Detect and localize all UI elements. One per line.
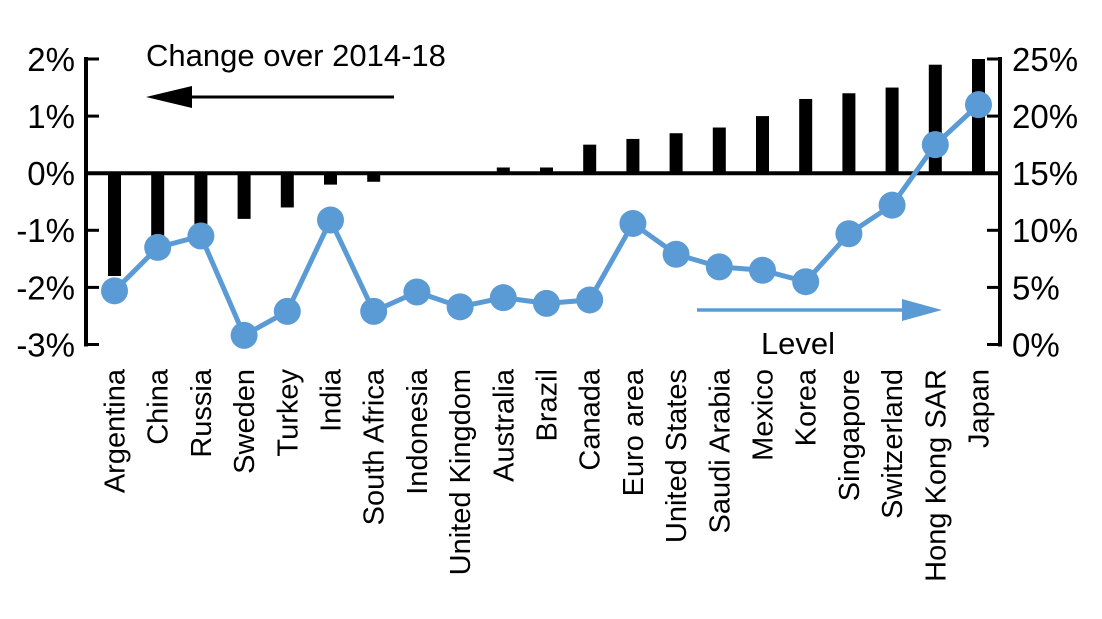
right-axis-tick-label: 10% xyxy=(1012,212,1078,249)
x-label-australia: Australia xyxy=(488,368,520,482)
x-label-united-kingdom: United Kingdom xyxy=(445,369,477,575)
point-united-kingdom xyxy=(446,293,474,321)
point-china xyxy=(144,233,172,261)
point-turkey xyxy=(273,297,301,325)
x-label-russia: Russia xyxy=(186,368,218,458)
x-label-japan: Japan xyxy=(964,369,996,448)
bar-singapore xyxy=(842,93,856,174)
x-label-mexico: Mexico xyxy=(748,369,780,461)
right-axis-tick-label: 25% xyxy=(1012,41,1078,78)
right-arrow-icon xyxy=(697,299,942,321)
point-australia xyxy=(489,284,517,312)
point-brazil xyxy=(533,289,560,317)
bar-australia xyxy=(496,167,510,174)
bar-saudi-arabia xyxy=(712,127,726,174)
x-label-south-africa: South Africa xyxy=(359,368,391,525)
point-south-africa xyxy=(360,297,388,325)
bar-series-annotation-label: Change over 2014-18 xyxy=(146,38,446,73)
point-india xyxy=(317,206,344,234)
point-argentina xyxy=(101,277,128,305)
point-united-states xyxy=(662,240,690,268)
x-label-singapore: Singapore xyxy=(834,369,866,501)
x-label-china: China xyxy=(143,368,175,445)
point-korea xyxy=(792,268,820,296)
bar-mexico xyxy=(756,116,769,174)
x-label-indonesia: Indonesia xyxy=(402,368,434,495)
point-saudi-arabia xyxy=(705,253,733,281)
right-axis-tick-label: 0% xyxy=(1012,326,1060,363)
bar-canada xyxy=(583,144,597,174)
bar-sweden xyxy=(237,173,251,219)
x-label-turkey: Turkey xyxy=(272,369,304,457)
right-axis-tick-label: 5% xyxy=(1012,269,1060,306)
right-axis-tick-label: 20% xyxy=(1012,98,1078,135)
x-label-sweden: Sweden xyxy=(229,369,261,474)
left-axis-tick-label: 1% xyxy=(27,98,75,135)
bar-brazil xyxy=(540,167,553,174)
line-series-annotation-label: Level xyxy=(761,326,835,361)
point-sweden xyxy=(230,321,258,349)
left-axis-tick-label: -1% xyxy=(16,212,75,249)
point-mexico xyxy=(749,256,776,284)
right-axis-tick-label: 15% xyxy=(1012,155,1078,192)
x-label-brazil: Brazil xyxy=(532,369,564,442)
x-label-switzerland: Switzerland xyxy=(877,369,909,519)
left-axis-tick-label: 0% xyxy=(27,155,75,192)
bar-argentina xyxy=(108,173,121,276)
point-russia xyxy=(187,222,215,250)
x-label-india: India xyxy=(316,368,348,432)
bar-korea xyxy=(799,98,813,174)
point-indonesia xyxy=(403,278,431,306)
bar-united-states xyxy=(669,133,683,174)
bar-switzerland xyxy=(885,87,899,174)
point-euro-area xyxy=(619,209,647,237)
x-label-argentina: Argentina xyxy=(100,368,132,493)
left-axis-tick-label: -3% xyxy=(16,326,75,363)
point-hong-kong-sar xyxy=(921,131,949,159)
x-label-canada: Canada xyxy=(575,368,607,470)
point-singapore xyxy=(835,220,863,248)
point-switzerland xyxy=(878,191,906,219)
point-japan xyxy=(965,91,992,119)
left-arrow-icon xyxy=(146,86,394,108)
bar-turkey xyxy=(280,173,294,208)
bar-india xyxy=(324,173,337,185)
x-label-euro-area: Euro area xyxy=(618,368,650,496)
x-label-saudi-arabia: Saudi Arabia xyxy=(704,368,736,533)
bar-south-africa xyxy=(367,173,381,182)
plot-area: 2% 1% 0% -1% -2% -3% 25% 20% 15% 10% 5% 0% Argentina… xyxy=(16,41,1078,582)
left-axis-tick-label: 2% xyxy=(27,41,75,78)
point-canada xyxy=(576,286,604,314)
bar-euro-area xyxy=(626,138,640,174)
x-label-united-states: United States xyxy=(661,369,693,543)
x-label-hong-kong-sar: Hong Kong SAR xyxy=(920,369,952,582)
x-label-korea: Korea xyxy=(791,368,823,446)
left-axis-tick-label: -2% xyxy=(16,269,75,306)
